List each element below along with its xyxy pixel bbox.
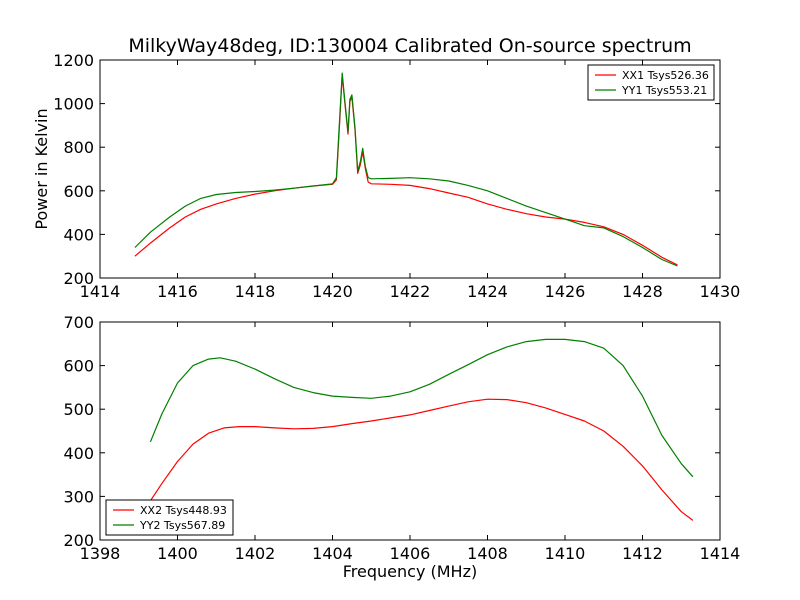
- bottom-x-tick-label: 1412: [622, 544, 663, 563]
- top-x-tick-label: 1418: [235, 282, 276, 301]
- top-series-line-1: [134, 74, 678, 266]
- top-x-tick-label: 1428: [622, 282, 663, 301]
- bottom-x-tick-label: 1410: [545, 544, 586, 563]
- bottom-y-tick-label: 700: [63, 313, 94, 332]
- bottom-x-tick-label: 1408: [467, 544, 508, 563]
- top-legend-label-1: XX1 Tsys526.36: [622, 69, 709, 82]
- bottom-series-line-1: [149, 398, 694, 521]
- bottom-x-tick-label: 1402: [235, 544, 276, 563]
- bottom-legend-box: [105, 499, 234, 536]
- bottom-x-tick-label: 1400: [157, 544, 198, 563]
- top-legend-label-2: YY1 Tsys553.21: [621, 84, 707, 97]
- bottom-y-tick-label: 400: [63, 444, 94, 463]
- top-x-tick-label: 1414: [80, 282, 121, 301]
- bottom-x-tick-label: 1414: [700, 544, 741, 563]
- bottom-y-tick-label: 500: [63, 400, 94, 419]
- bottom-y-tick-label: 300: [63, 487, 94, 506]
- top-plot: 1414 1416 1418 1420 1422 1424 1426 1428 1430 200 4…: [32, 51, 740, 301]
- bottom-x-tick-label: 1404: [312, 544, 353, 563]
- top-x-tick-label: 1420: [312, 282, 353, 301]
- top-x-tick-label: 1430: [700, 282, 741, 301]
- bottom-y-tick-label: 600: [63, 357, 94, 376]
- bottom-plot: 1398 1400 1402 1404 1406 1408 1410 1412 1414 200 3…: [63, 313, 740, 581]
- bottom-x-tick-label: 1406: [390, 544, 431, 563]
- bottom-legend-label-2: YY2 Tsys567.89: [139, 519, 225, 532]
- top-y-tick-label: 600: [63, 182, 94, 201]
- top-x-tick-label: 1424: [467, 282, 508, 301]
- top-y-tick-label: 1200: [53, 51, 94, 70]
- bottom-series-line-2: [149, 338, 694, 478]
- bottom-legend: XX2 Tsys448.93 YY2 Tsys567.89: [105, 499, 234, 536]
- bottom-legend-label-1: XX2 Tsys448.93: [140, 504, 227, 517]
- bottom-x-tick-label: 1398: [80, 544, 121, 563]
- top-y-tick-label: 200: [63, 269, 94, 288]
- top-legend-box: [587, 64, 715, 101]
- chart-title: MilkyWay48deg, ID:130004 Calibrated On-s…: [128, 35, 691, 57]
- top-series-line-2: [134, 72, 678, 267]
- top-y-tick-label: 400: [63, 225, 94, 244]
- bottom-x-axis-label: Frequency (MHz): [343, 562, 477, 581]
- top-x-tick-label: 1416: [157, 282, 198, 301]
- top-y-tick-label: 800: [63, 138, 94, 157]
- top-y-tick-label: 1000: [53, 95, 94, 114]
- top-x-tick-label: 1422: [390, 282, 431, 301]
- top-x-tick-label: 1426: [545, 282, 586, 301]
- bottom-y-tick-label: 200: [63, 531, 94, 550]
- top-legend: XX1 Tsys526.36 YY1 Tsys553.21: [587, 64, 715, 101]
- top-y-axis-label: Power in Kelvin: [32, 108, 51, 229]
